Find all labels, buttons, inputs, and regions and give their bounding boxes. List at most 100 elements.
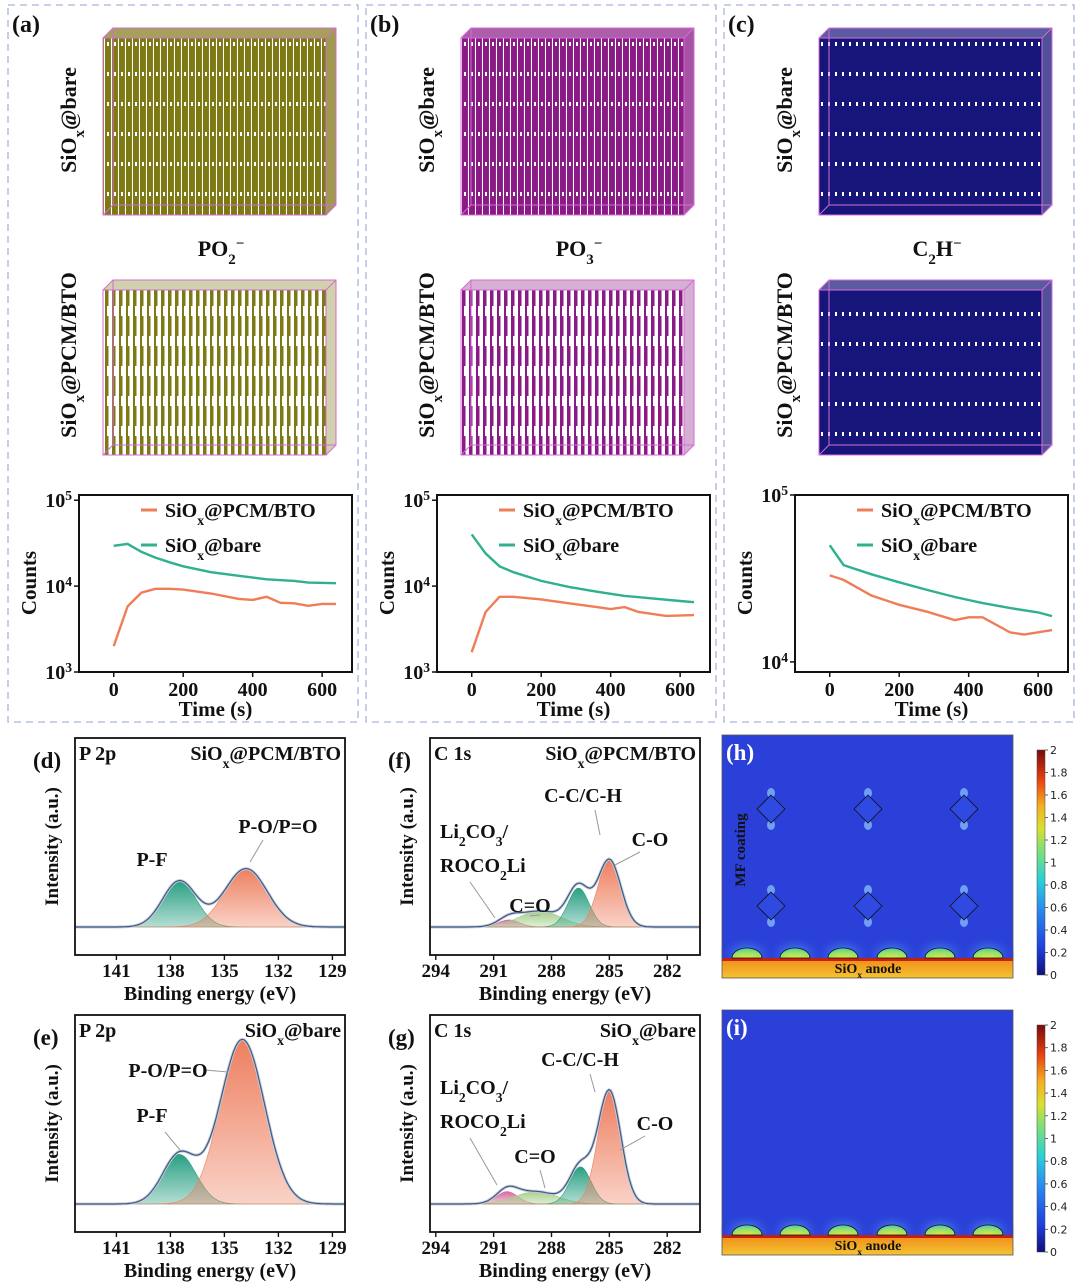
colorbar: [1036, 749, 1046, 976]
tick-base: 10: [45, 490, 65, 512]
x-tick-label: 141: [102, 961, 131, 982]
tick-exp: 5: [65, 488, 72, 503]
plot-frame: [74, 737, 346, 956]
particle-dome: [972, 947, 1004, 959]
peak-label-line2-part: Li: [507, 855, 526, 877]
colorbar-tick-label: 1: [1050, 857, 1057, 870]
legend-label-part: @bare: [920, 535, 977, 557]
field-map-h: MF coating SiOx anode (h) 2 1.8 1.6 1.4 1.2 1 0.8…: [719, 734, 1068, 982]
x-tick-label: 129: [318, 1238, 347, 1259]
x-axis-label: Time (s): [537, 697, 611, 721]
y-axis-label: Intensity (a.u.): [42, 1064, 63, 1183]
tick-base: 10: [403, 662, 423, 684]
peak-label: P-O/P=O: [128, 1060, 207, 1082]
anode-surface: [722, 1235, 1013, 1238]
sample-label-bottom-part: @PCM/BTO: [772, 272, 797, 395]
legend-label-part: x: [913, 548, 920, 563]
particle-dome: [924, 947, 956, 959]
y-tick-label: 105: [45, 488, 72, 512]
anode-region: [722, 1235, 1013, 1255]
sample-label-bottom-part: SiO: [56, 402, 81, 437]
field-hotspot: [960, 917, 968, 927]
legend-label-part: SiO: [523, 535, 555, 557]
legend-label-part: SiO: [165, 535, 197, 557]
peak-label-part: /: [502, 1077, 509, 1099]
colorbar-tick-label: 0.8: [1050, 1155, 1068, 1168]
plot-frame: [429, 737, 701, 956]
anode-label-part: SiO: [835, 962, 858, 977]
peak-label-part: Li: [440, 1077, 459, 1099]
x-tick-label: 600: [1023, 679, 1053, 701]
annotation-pointer: [469, 1137, 498, 1186]
legend-label-part: @PCM/BTO: [562, 500, 674, 522]
coating-particle: [756, 794, 786, 824]
x-tick-label: 285: [595, 1238, 624, 1259]
sample-label: SiOx@PCM/BTO: [190, 743, 341, 771]
sample-label-part: x: [578, 756, 585, 771]
sample-label: SiOx@PCM/BTO: [545, 743, 696, 771]
x-tick-label: 132: [264, 961, 293, 982]
legend-label-part: SiO: [881, 535, 913, 557]
cube-bare: [102, 27, 337, 216]
sample-label-part: @bare: [284, 1020, 341, 1042]
x-tick-label: 132: [264, 1238, 293, 1259]
peak-label-line2-part: 2: [500, 1124, 507, 1139]
series-line: [828, 544, 1053, 618]
tick-exp: 4: [423, 574, 430, 589]
peak-label-part: CO: [466, 1077, 496, 1099]
sample-label-top-part: SiO: [414, 137, 439, 172]
tick-base: 10: [403, 576, 423, 598]
x-tick-label: 400: [238, 679, 268, 701]
particle-dome: [924, 1224, 956, 1236]
legend-label-part: @bare: [204, 535, 261, 557]
xps-chart-e: P 2p SiOx@bare (e) 141 138 135 132 129 Binding e…: [33, 1014, 347, 1282]
core-level-title: C 1s: [434, 743, 471, 765]
peak-label: C-C/C-H: [541, 1049, 619, 1071]
particle-dome: [731, 947, 763, 959]
ion-label-part: C: [912, 236, 928, 261]
y-tick-label: 103: [403, 660, 430, 685]
x-tick-label: 0: [825, 679, 835, 701]
field-hotspot: [864, 788, 872, 798]
envelope-line: [75, 1038, 345, 1205]
tick-base: 10: [761, 652, 781, 674]
sample-label-part: SiO: [245, 1020, 277, 1042]
peak-label: C=O: [514, 1146, 555, 1168]
anode-label-part: SiO: [835, 1239, 858, 1254]
panel-label: (e): [33, 1025, 59, 1050]
cube-bare: [818, 27, 1053, 216]
x-tick-label: 200: [526, 679, 556, 701]
peak-label-part: 2: [459, 834, 466, 849]
sample-label-part: SiO: [190, 743, 222, 765]
peak-label: C-C/C-H: [544, 785, 622, 807]
y-tick-label: 105: [403, 488, 430, 512]
colorbar-tick-label: 1.6: [1050, 789, 1068, 802]
panel-a: (a)SiOx@bareSiOx@PCM/BTOPO2−SiOx@PCM/BTO…: [7, 4, 359, 723]
peak-label-part: Li: [440, 821, 459, 843]
sample-label-part: @bare: [639, 1020, 696, 1042]
sample-label-part: x: [223, 756, 230, 771]
x-tick-label: 0: [109, 679, 119, 701]
x-tick-label: 135: [210, 1238, 239, 1259]
sample-label-top-part: SiO: [772, 137, 797, 172]
sample-label-bottom-part: x: [788, 394, 804, 402]
x-tick-label: 282: [653, 1238, 682, 1259]
sample-label-part: x: [277, 1033, 284, 1048]
peak-label: P-F: [136, 849, 167, 871]
peak-label: C-O: [632, 829, 669, 851]
sample-label-top-part: @bare: [414, 67, 439, 130]
coating-label: MF coating: [733, 813, 749, 887]
x-tick-label: 400: [954, 679, 984, 701]
core-level-title: P 2p: [79, 1020, 116, 1042]
sample-label-top-part: x: [788, 129, 804, 137]
sample-label-bottom-part: x: [430, 394, 446, 402]
peak-label: Li2CO3/: [440, 821, 509, 849]
colorbar-tick-label: 0: [1050, 1246, 1057, 1259]
x-tick-label: 288: [537, 961, 566, 982]
panel-label: (f): [388, 748, 411, 773]
anode-label-part: x: [857, 971, 862, 981]
annotation-pointer: [614, 851, 641, 866]
